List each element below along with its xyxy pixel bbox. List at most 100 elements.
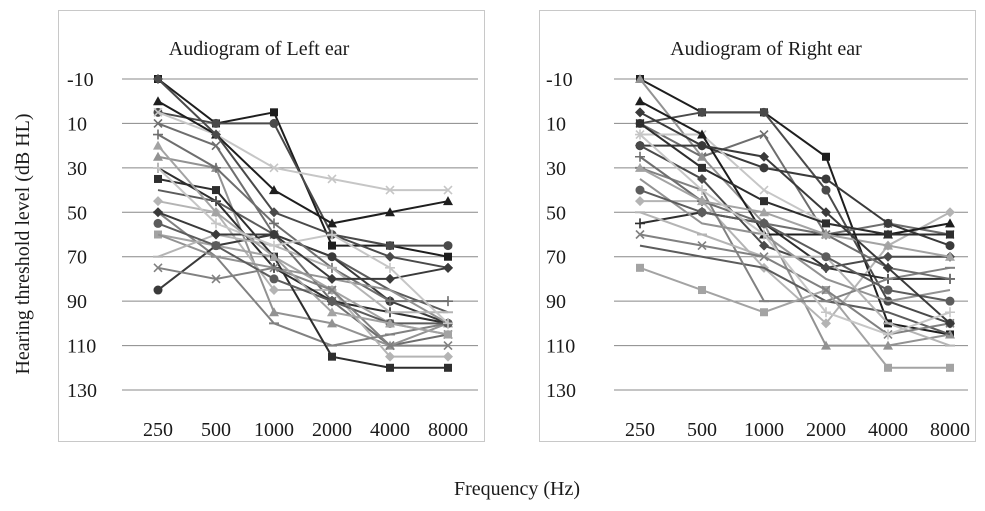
right-data-point: [760, 197, 768, 206]
right-data-point: [759, 151, 769, 162]
left-series-line: [157, 100, 449, 225]
right-data-point: [698, 163, 706, 172]
left-data-point: [328, 352, 336, 361]
left-data-point: [153, 196, 163, 207]
right-data-point: [883, 218, 893, 228]
right-data-point: [821, 229, 831, 239]
left-data-point: [443, 329, 453, 339]
left-data-point: [327, 218, 337, 228]
left-series: [153, 74, 453, 273]
left-data-point: [269, 185, 279, 195]
left-data-point: [211, 229, 221, 240]
right-y-tick-label: 110: [546, 336, 575, 358]
right-data-point: [697, 241, 707, 251]
left-x-tick-label: 4000: [370, 419, 410, 441]
right-chart-title: Audiogram of Right ear: [670, 38, 862, 60]
right-data-point: [821, 340, 831, 350]
y-axis-label: Hearing threshold level (dB HL): [12, 113, 34, 374]
left-series-line: [157, 211, 449, 347]
left-series: [153, 162, 453, 329]
right-data-point: [697, 185, 707, 196]
right-series-line: [639, 244, 951, 336]
left-data-point: [269, 163, 279, 173]
left-data-point: [443, 196, 453, 206]
left-data-point: [327, 229, 337, 240]
right-data-point: [821, 185, 831, 195]
right-series: [635, 129, 955, 340]
right-data-point: [821, 174, 831, 184]
right-data-point: [698, 286, 706, 295]
left-x-tick-label: 2000: [312, 419, 352, 441]
left-data-point: [211, 129, 221, 140]
right-data-point: [635, 129, 645, 140]
right-series-line: [639, 155, 951, 280]
right-data-point: [883, 340, 893, 350]
left-y-tick-label: 30: [67, 158, 87, 180]
right-data-point: [759, 107, 769, 117]
left-data-point: [153, 207, 163, 218]
right-data-point: [821, 207, 831, 218]
left-data-point: [269, 263, 279, 273]
right-x-tick-label: 250: [625, 419, 655, 441]
right-series-line: [639, 100, 951, 236]
left-series-line: [157, 177, 448, 369]
right-series-line: [640, 144, 951, 247]
left-chart-frame: [58, 10, 485, 442]
left-y-tick-label: 10: [67, 113, 87, 135]
left-data-point: [269, 285, 279, 296]
left-data-point: [153, 96, 163, 106]
right-series-line: [640, 200, 951, 325]
right-data-point: [697, 151, 707, 161]
right-y-tick-label: -10: [546, 69, 573, 91]
left-data-point: [211, 218, 221, 229]
left-series: [153, 140, 453, 339]
left-y-tick-label: 50: [67, 202, 87, 224]
right-data-point: [759, 252, 769, 262]
right-data-point: [697, 196, 707, 206]
right-data-point: [821, 252, 831, 262]
right-data-point: [883, 240, 893, 250]
right-series: [635, 162, 955, 261]
left-data-point: [269, 274, 279, 284]
right-data-point: [883, 251, 893, 262]
left-series-line: [157, 144, 449, 336]
right-x-tick-label: 500: [687, 419, 717, 441]
left-data-point: [385, 251, 395, 262]
left-data-point: [269, 218, 279, 229]
left-x-tick-label: 8000: [428, 419, 468, 441]
right-series: [635, 107, 955, 329]
left-data-point: [269, 251, 279, 261]
right-chart-frame: [539, 10, 976, 442]
right-data-point: [697, 140, 707, 151]
right-series-line: [639, 211, 950, 280]
left-data-point: [385, 262, 395, 273]
right-data-point: [884, 230, 892, 239]
right-series: [635, 151, 955, 284]
left-series: [153, 96, 453, 228]
left-data-point: [211, 207, 221, 217]
right-series-line: [639, 211, 951, 347]
right-y-tick-label: 10: [546, 113, 566, 135]
right-x-tick-label: 8000: [930, 419, 970, 441]
left-series-line: [157, 111, 448, 247]
right-data-point: [946, 363, 954, 372]
left-data-point: [327, 252, 337, 262]
left-data-point: [443, 185, 453, 195]
left-data-point: [327, 273, 337, 284]
left-data-point: [385, 341, 395, 351]
right-data-point: [635, 96, 645, 106]
left-series-line: [157, 122, 449, 347]
right-data-point: [697, 107, 707, 117]
left-y-tick-label: 110: [67, 336, 96, 358]
right-data-point: [635, 185, 645, 195]
left-data-point: [443, 318, 453, 329]
right-series: [635, 118, 955, 240]
left-data-point: [153, 285, 163, 295]
right-data-point: [884, 363, 892, 372]
right-data-point: [635, 162, 645, 172]
right-data-point: [635, 151, 645, 162]
right-data-point: [636, 119, 644, 128]
left-data-point: [385, 241, 395, 251]
right-series-line: [639, 111, 951, 325]
left-data-point: [328, 241, 336, 250]
